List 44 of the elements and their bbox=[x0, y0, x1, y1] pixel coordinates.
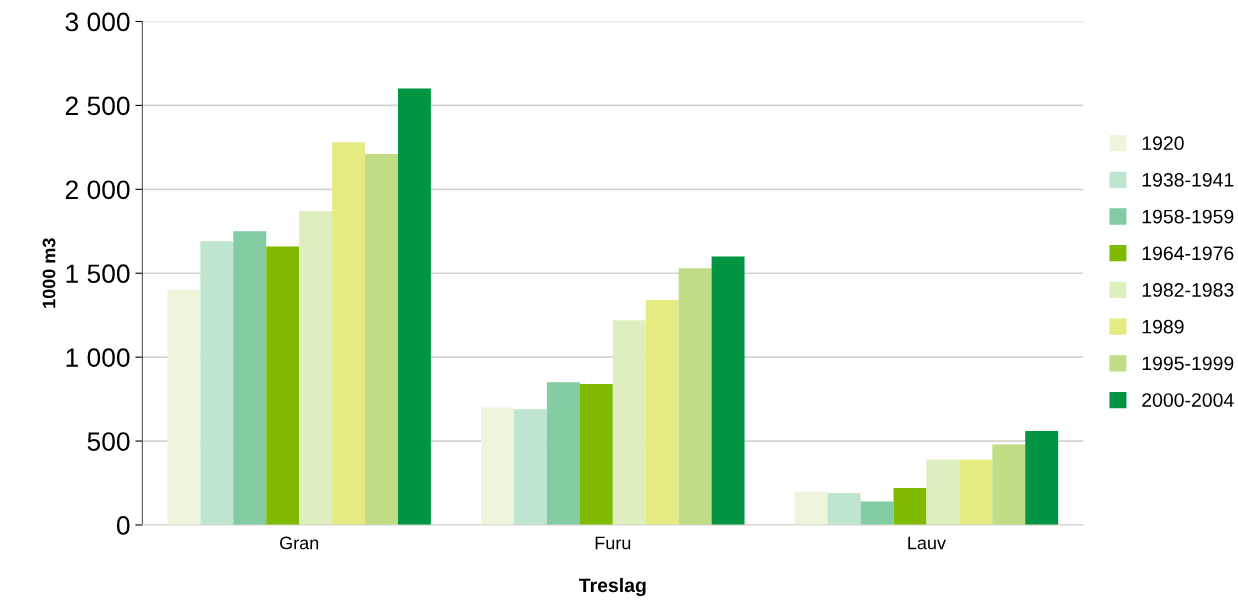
legend-label: 1995-1999 bbox=[1142, 356, 1234, 371]
bar bbox=[711, 256, 745, 525]
bar bbox=[514, 409, 547, 525]
bar bbox=[332, 142, 366, 525]
bar bbox=[959, 459, 993, 525]
bar bbox=[1025, 430, 1059, 525]
y-tick-label: 2 000 bbox=[65, 180, 130, 200]
bar bbox=[678, 268, 712, 525]
y-tick-label: 3 000 bbox=[65, 12, 130, 32]
bar bbox=[365, 154, 398, 525]
y-tick-label: 1 000 bbox=[66, 348, 130, 367]
bar bbox=[645, 300, 679, 525]
bar bbox=[827, 493, 861, 525]
y-tick-label: 0 bbox=[116, 516, 130, 535]
bar bbox=[579, 384, 613, 525]
bar bbox=[893, 488, 927, 525]
y-tick-label: 2 500 bbox=[65, 96, 130, 116]
bar bbox=[794, 491, 828, 525]
legend-label: 1964-1976 bbox=[1142, 246, 1234, 261]
legend-label: 2000-2004 bbox=[1142, 393, 1234, 407]
bar bbox=[860, 501, 894, 525]
bar bbox=[926, 459, 960, 525]
legend-label: 1958-1959 bbox=[1142, 209, 1234, 224]
x-tick-label: Lauv bbox=[908, 536, 946, 550]
bar bbox=[397, 88, 431, 525]
bar bbox=[612, 320, 646, 525]
legend-label: 1938-1941 bbox=[1142, 172, 1234, 187]
bar bbox=[481, 407, 515, 525]
x-tick-label: Furu bbox=[595, 536, 631, 550]
bar bbox=[299, 211, 333, 525]
legend-label: 1989 bbox=[1142, 319, 1184, 334]
bar bbox=[233, 231, 267, 525]
y-tick-label: 500 bbox=[87, 432, 130, 451]
y-tick-label: 1 500 bbox=[66, 264, 130, 284]
x-axis-title: Treslag bbox=[578, 577, 646, 597]
bar bbox=[200, 241, 234, 525]
y-axis-title: 1000 m3 bbox=[42, 238, 56, 308]
bar bbox=[992, 444, 1026, 525]
bar bbox=[266, 246, 300, 525]
legend-label: 1982-1983 bbox=[1142, 283, 1234, 297]
legend-label: 1920 bbox=[1142, 136, 1184, 151]
x-tick-label: Gran bbox=[280, 536, 319, 550]
bar bbox=[167, 290, 201, 525]
bar bbox=[546, 382, 580, 525]
